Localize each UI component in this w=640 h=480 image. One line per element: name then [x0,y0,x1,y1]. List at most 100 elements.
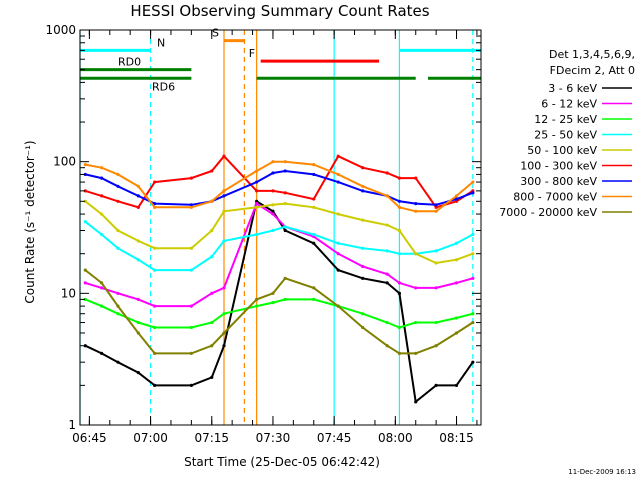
data-point-3-6-kev-3 [136,371,140,375]
data-point-25-50-kev-8 [255,232,259,237]
legend-header-line-2: FDecim 2, Att 0 [550,64,635,77]
data-point-25-50-kev-12 [336,241,340,245]
data-point-6-12-kev-5 [189,304,193,308]
plot-area: N S F RD0 RD6 [79,27,481,425]
data-point-100-300-kev-12 [336,154,340,158]
data-point-7000-20000-kev-15 [397,351,402,355]
axes: 1 10 100 1000 06:45 07:00 07:15 07:30 07:45 08:00… [45,23,482,445]
data-point-7000-20000-kev-19 [471,320,475,325]
data-point-100-300-kev-4 [153,180,157,184]
data-point-7000-20000-kev-5 [189,351,193,355]
legend-label-7000-20000-kev: 7000 - 20000 keV [499,206,597,219]
y-tick-label-1: 10 [61,286,76,300]
x-tick-label-6: 08:15 [439,431,474,445]
data-point-300-800-kev-7 [222,194,226,198]
data-point-25-50-kev-9 [271,228,275,233]
data-point-800-7000-kev-12 [336,172,340,177]
data-point-7000-20000-kev-17 [434,344,438,348]
data-point-7000-20000-kev-9 [271,291,275,295]
flag-s: S [212,27,245,43]
data-point-3-6-kev-0 [83,344,87,348]
x-tick-label-1: 07:00 [133,431,168,445]
data-point-3-6-kev-9 [271,209,275,213]
data-point-800-7000-kev-16 [414,209,418,213]
data-point-50-100-kev-4 [153,246,157,250]
data-point-7000-20000-kev-2 [116,304,120,308]
data-point-6-12-kev-3 [136,297,140,301]
y-tick-label-2: 100 [53,155,76,169]
flag-n: N [80,36,481,52]
data-point-7000-20000-kev-6 [210,344,214,348]
legend-label-800-7000-kev: 800 - 7000 keV [513,191,597,204]
data-point-12-25-kev-16 [414,320,418,325]
data-point-300-800-kev-0 [83,172,87,177]
data-point-7000-20000-kev-10 [283,276,287,280]
data-point-50-100-kev-6 [210,228,214,233]
data-point-50-100-kev-2 [116,228,120,233]
data-point-3-6-kev-10 [283,228,287,233]
data-point-50-100-kev-8 [255,205,259,209]
flag-label-rd0: RD0 [118,56,141,69]
data-point-6-12-kev-14 [385,272,389,276]
data-point-7000-20000-kev-1 [100,281,104,285]
data-point-300-800-kev-3 [136,194,140,198]
data-point-12-25-kev-19 [471,312,475,316]
data-point-6-12-kev-0 [83,281,87,285]
data-point-100-300-kev-7 [222,154,226,158]
data-point-6-12-kev-8 [255,202,259,206]
data-point-100-300-kev-3 [136,205,140,209]
data-point-800-7000-kev-5 [189,205,193,209]
data-point-3-6-kev-1 [100,351,104,355]
data-point-50-100-kev-5 [189,246,193,250]
series-800-7000-kev [83,160,475,213]
data-point-3-6-kev-13 [361,276,365,280]
data-point-100-300-kev-18 [454,199,459,203]
data-point-25-50-kev-19 [471,232,475,237]
data-point-12-25-kev-3 [136,320,140,325]
data-point-3-6-kev-14 [385,281,389,285]
data-point-6-12-kev-9 [271,212,275,216]
data-point-800-7000-kev-11 [312,162,316,167]
data-point-6-12-kev-18 [454,281,459,285]
flag-rd0: RD0 [80,56,192,72]
data-point-7000-20000-kev-14 [385,344,389,348]
data-point-12-25-kev-8 [255,304,259,308]
plot-frame [79,29,482,426]
series-12-25-kev [83,297,475,330]
data-point-25-50-kev-10 [283,225,287,229]
series-line-800-7000-kev [85,160,474,213]
data-point-25-50-kev-18 [454,241,459,245]
generated-timestamp: 11-Dec-2009 16:13 [568,468,636,476]
data-point-50-100-kev-3 [136,239,140,243]
flag-label-rd6: RD6 [152,80,175,93]
data-point-800-7000-kev-15 [397,205,402,209]
data-point-800-7000-kev-2 [116,172,120,177]
data-point-12-25-kev-6 [210,320,214,325]
data-point-100-300-kev-17 [434,205,438,209]
data-point-3-6-kev-6 [210,375,214,379]
data-point-50-100-kev-12 [336,212,340,216]
data-point-6-12-kev-12 [336,252,340,256]
flag-label-s: S [212,27,219,40]
legend-label-12-25-kev: 12 - 25 keV [534,113,597,126]
series-7000-20000-kev [83,268,475,355]
data-point-12-25-kev-11 [312,297,316,301]
data-point-50-100-kev-7 [222,209,226,213]
data-point-6-12-kev-17 [434,286,438,290]
data-point-25-50-kev-1 [100,232,104,237]
legend: 3 - 6 keV 6 - 12 keV 12 - 25 keV 25 - 50 ke… [499,82,632,219]
data-point-50-100-kev-11 [312,205,316,209]
data-point-300-800-kev-9 [271,171,275,175]
data-point-800-7000-kev-0 [83,162,87,167]
data-point-300-800-kev-8 [255,180,259,184]
data-point-12-25-kev-1 [100,304,104,308]
data-point-6-12-kev-13 [361,264,365,269]
data-point-12-25-kev-2 [116,312,120,316]
data-point-12-25-kev-18 [454,316,459,320]
data-point-12-25-kev-13 [361,312,365,316]
data-point-25-50-kev-2 [116,246,120,250]
data-point-6-12-kev-1 [100,286,104,290]
data-point-50-100-kev-15 [397,228,402,233]
x-tick-label-3: 07:30 [256,431,291,445]
